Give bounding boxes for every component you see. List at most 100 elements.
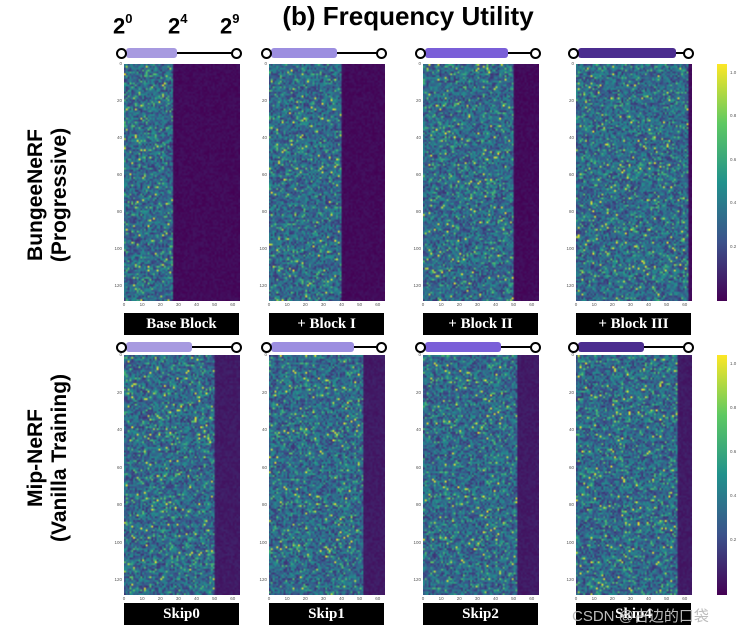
colorbar-tick-label: 0.4 (730, 493, 737, 498)
x-tick-label: 0 (421, 596, 425, 601)
slider-fill (578, 48, 676, 58)
y-tick-label: 120 (413, 283, 421, 289)
y-tick-label: 60 (568, 464, 574, 470)
y-tick-label: 20 (568, 389, 574, 395)
y-tick-label: 20 (568, 98, 574, 104)
slider-start-knob (415, 48, 426, 59)
row-label-mipnerf: Mip-NeRF (Vanilla Training) (24, 373, 71, 543)
frequency-heatmap (124, 355, 240, 595)
slider-end-knob (683, 48, 694, 59)
y-tick-label: 40 (116, 135, 122, 141)
frequency-slider (261, 340, 387, 354)
x-tick-label: 10 (438, 302, 444, 307)
y-tick-label: 100 (259, 539, 267, 545)
y-tick-label: 80 (568, 502, 574, 507)
colorbar-tick-label: 0.8 (730, 405, 737, 410)
y-tick-label: 0 (418, 61, 421, 66)
x-tick-label: 30 (474, 302, 480, 307)
frequency-slider (568, 340, 694, 354)
watermark: CSDN @古边的口袋 (572, 608, 709, 625)
x-tick-label: 10 (591, 596, 597, 601)
y-tick-label: 60 (116, 172, 122, 178)
y-tick-label: 40 (415, 427, 421, 432)
y-tick-label: 120 (566, 283, 574, 289)
y-tick-label: 40 (261, 427, 267, 432)
slider-start-knob (116, 342, 127, 353)
x-tick-label: 20 (456, 596, 462, 601)
x-tick-label: 40 (645, 596, 651, 601)
x-tick-label: 10 (284, 596, 290, 601)
x-tick-label: 30 (320, 596, 326, 601)
x-tick-label: 20 (157, 302, 163, 307)
x-tick-label: 10 (591, 302, 597, 307)
slider-end-knob (376, 48, 387, 59)
x-tick-label: 60 (230, 302, 236, 307)
y-tick-label: 40 (568, 135, 574, 141)
y-tick-label: 80 (116, 209, 122, 215)
colorbar-tick-label: 0.8 (730, 113, 737, 119)
x-tick-label: 50 (511, 302, 517, 307)
frequency-slider (116, 340, 242, 354)
x-tick-label: 10 (139, 302, 145, 307)
x-tick-label: 20 (157, 596, 163, 601)
x-tick-label: 60 (230, 596, 236, 601)
colorbar-tick-label: 0.4 (730, 200, 737, 206)
y-tick-label: 80 (261, 209, 267, 215)
panel-caption: + Block II (423, 313, 538, 335)
x-tick-label: 20 (302, 596, 308, 601)
axis-power-mid: 24 (168, 11, 188, 39)
slider-end-knob (530, 342, 541, 353)
slider-fill (271, 342, 354, 352)
figure-title: (b) Frequency Utility (282, 1, 534, 31)
x-tick-label: 0 (267, 302, 271, 307)
y-tick-label: 20 (261, 98, 267, 104)
y-tick-label: 60 (261, 172, 267, 178)
x-tick-label: 0 (574, 302, 578, 307)
y-tick-label: 100 (413, 246, 421, 252)
y-tick-label: 60 (415, 172, 421, 178)
panel-caption: + Block I (269, 313, 384, 335)
panel-caption: Skip4 (576, 603, 691, 625)
slider-fill (126, 342, 192, 352)
y-tick-label: 120 (114, 283, 122, 289)
y-tick-label: 60 (568, 172, 574, 178)
x-tick-label: 20 (302, 302, 308, 307)
y-tick-label: 120 (114, 577, 122, 582)
x-tick-label: 40 (338, 596, 344, 601)
x-tick-label: 10 (284, 302, 290, 307)
y-tick-label: 100 (566, 539, 574, 545)
y-tick-label: 60 (116, 464, 122, 470)
y-tick-label: 100 (259, 246, 267, 252)
slider-fill (578, 342, 644, 352)
frequency-heatmap (423, 64, 539, 301)
y-tick-label: 120 (259, 577, 267, 582)
y-tick-label: 0 (418, 352, 421, 357)
panel-caption: Skip2 (423, 603, 538, 625)
y-tick-label: 20 (116, 389, 122, 395)
x-tick-label: 50 (664, 302, 670, 307)
x-tick-label: 10 (438, 596, 444, 601)
y-tick-label: 100 (114, 246, 122, 252)
y-tick-label: 60 (415, 464, 421, 470)
x-tick-label: 50 (357, 302, 363, 307)
x-tick-label: 50 (664, 596, 670, 601)
x-tick-label: 40 (492, 596, 498, 601)
slider-end-knob (231, 342, 242, 353)
frequency-slider (261, 46, 387, 60)
slider-start-knob (415, 342, 426, 353)
axis-power-max: 29 (220, 11, 240, 39)
x-tick-label: 60 (682, 302, 688, 307)
x-tick-label: 0 (122, 302, 126, 307)
y-tick-label: 20 (116, 98, 122, 104)
x-tick-label: 20 (609, 596, 615, 601)
y-tick-label: 0 (264, 352, 267, 357)
colorbar-tick-label: 0.2 (730, 537, 737, 542)
y-tick-label: 120 (413, 577, 421, 582)
y-tick-label: 100 (566, 246, 574, 252)
x-tick-label: 60 (682, 596, 688, 601)
x-tick-label: 0 (574, 596, 578, 601)
colorbar (717, 64, 727, 301)
y-tick-label: 0 (571, 352, 574, 357)
frequency-heatmap (576, 64, 692, 301)
x-tick-label: 30 (627, 302, 633, 307)
